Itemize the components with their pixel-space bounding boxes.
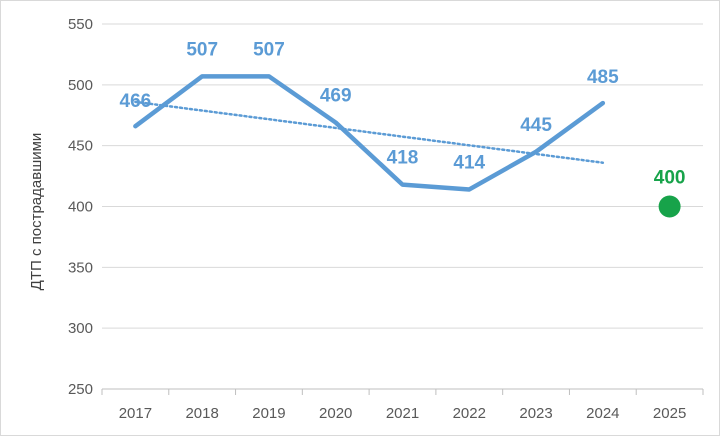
x-tick-label-2025: 2025 <box>653 405 686 422</box>
x-tick-label-2018: 2018 <box>185 405 218 422</box>
x-axis-ticks: 2017 2018 2019 2020 2021 2022 2023 2024 2025 <box>119 405 687 422</box>
data-label-2019: 507 <box>253 39 285 60</box>
data-label-2017: 466 <box>120 91 152 112</box>
x-tick-label-2020: 2020 <box>319 405 352 422</box>
y-tick-label-500: 500 <box>68 77 93 94</box>
data-labels-group: 466 507 507 469 418 414 445 485 400 <box>120 39 686 188</box>
x-tick-label-2023: 2023 <box>519 405 552 422</box>
y-tick-label-250: 250 <box>68 381 93 398</box>
target-point-2025 <box>658 195 681 218</box>
series-line <box>133 74 606 192</box>
data-label-2022: 414 <box>453 152 485 173</box>
data-label-2023: 445 <box>520 115 552 136</box>
y-tick-label-400: 400 <box>68 199 93 216</box>
x-tick-label-2019: 2019 <box>252 405 285 422</box>
x-tick-label-2024: 2024 <box>586 405 619 422</box>
y-tick-label-550: 550 <box>68 16 93 33</box>
x-tick-label-2017: 2017 <box>119 405 152 422</box>
trendline <box>134 100 605 164</box>
gridlines <box>102 23 703 390</box>
data-label-2018: 507 <box>186 39 218 60</box>
data-label-2021: 418 <box>387 148 419 169</box>
data-label-2025: 400 <box>654 168 686 189</box>
series-group <box>133 74 681 218</box>
y-tick-label-450: 450 <box>68 138 93 155</box>
y-axis-label: ДТП с пострадавшими <box>28 133 45 291</box>
y-tick-label-350: 350 <box>68 259 93 276</box>
x-tick-label-2021: 2021 <box>386 405 419 422</box>
x-tick-label-2022: 2022 <box>453 405 486 422</box>
y-axis-ticks: 250 300 350 400 450 500 550 <box>68 16 93 398</box>
axes <box>101 388 704 395</box>
y-tick-label-300: 300 <box>68 320 93 337</box>
data-label-2024: 485 <box>587 67 619 88</box>
data-label-2020: 469 <box>320 86 352 107</box>
trendline-group <box>134 100 605 164</box>
